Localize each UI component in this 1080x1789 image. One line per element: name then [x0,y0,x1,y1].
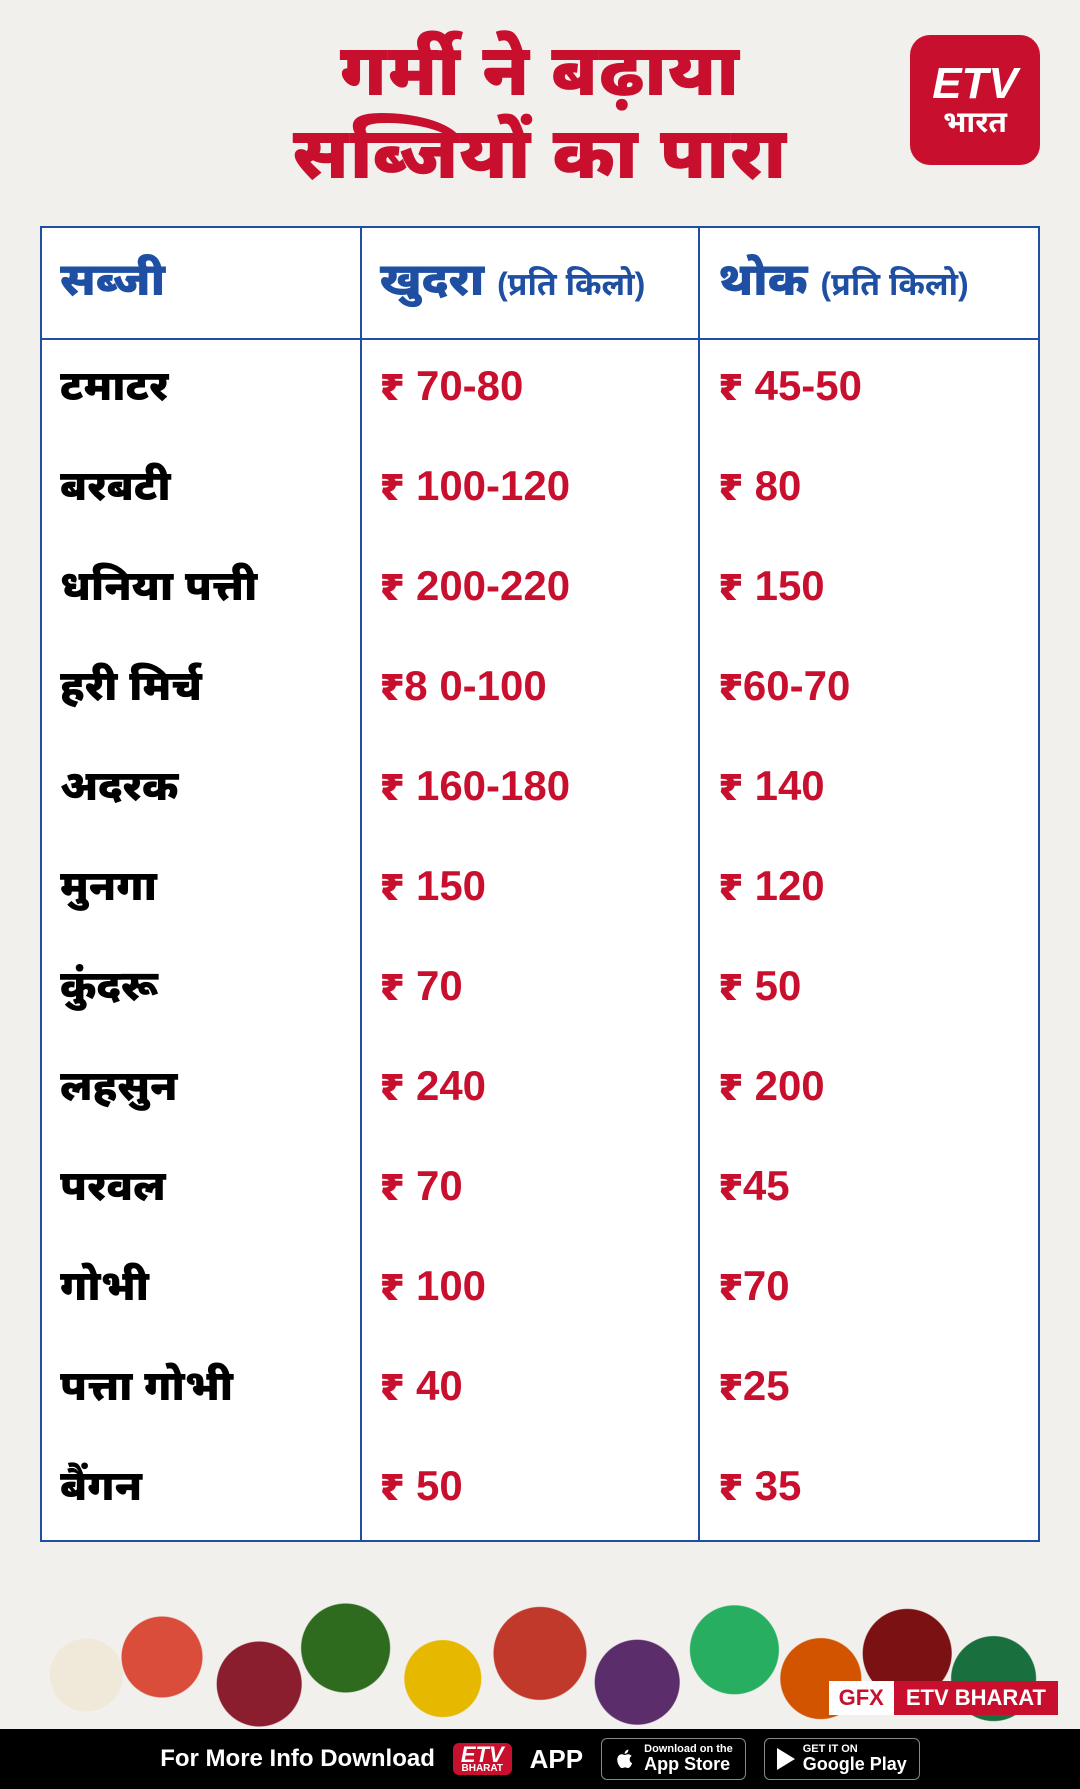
play-icon [777,1748,795,1770]
table-header-row: सब्जी खुदरा (प्रति किलो) थोक (प्रति किलो… [42,228,1038,339]
retail-price: ₹ 40 [361,1340,700,1440]
vegetable-name: टमाटर [42,339,361,440]
header: गर्मी ने बढ़ाया सब्जियों का पारा ETV भार… [0,0,1080,216]
wholesale-price: ₹70 [699,1240,1038,1340]
col-retail: खुदरा (प्रति किलो) [361,228,700,339]
retail-price: ₹ 70 [361,1140,700,1240]
etv-logo: ETV भारत [910,35,1040,165]
gfx-badge: GFX ETV BHARAT [829,1681,1058,1715]
vegetable-name: गोभी [42,1240,361,1340]
price-table: सब्जी खुदरा (प्रति किलो) थोक (प्रति किलो… [42,228,1038,1540]
table-row: बैंगन₹ 50₹ 35 [42,1440,1038,1540]
vegetable-name: हरी मिर्च [42,640,361,740]
page-title: गर्मी ने बढ़ाया सब्जियों का पारा [293,30,787,196]
vegetable-name: धनिया पत्ती [42,540,361,640]
gfx-label: GFX [829,1681,894,1715]
footer-bar: For More Info Download ETV BHARAT APP Do… [0,1729,1080,1789]
table-row: परवल₹ 70₹45 [42,1140,1038,1240]
table-row: गोभी₹ 100₹70 [42,1240,1038,1340]
wholesale-price: ₹ 50 [699,940,1038,1040]
wholesale-price: ₹ 150 [699,540,1038,640]
logo-text-top: ETV [932,62,1018,106]
wholesale-price: ₹ 120 [699,840,1038,940]
retail-price: ₹ 150 [361,840,700,940]
table-row: अदरक₹ 160-180₹ 140 [42,740,1038,840]
retail-price: ₹ 70 [361,940,700,1040]
retail-price: ₹8 0-100 [361,640,700,740]
vegetable-name: पत्ता गोभी [42,1340,361,1440]
vegetable-name: अदरक [42,740,361,840]
col-wholesale: थोक (प्रति किलो) [699,228,1038,339]
wholesale-price: ₹ 140 [699,740,1038,840]
col-vegetable: सब्जी [42,228,361,339]
table-row: पत्ता गोभी₹ 40₹25 [42,1340,1038,1440]
wholesale-price: ₹ 200 [699,1040,1038,1140]
table-row: लहसुन₹ 240₹ 200 [42,1040,1038,1140]
wholesale-price: ₹ 45-50 [699,339,1038,440]
title-line-2: सब्जियों का पारा [293,114,787,194]
apple-icon [614,1748,636,1770]
wholesale-price: ₹60-70 [699,640,1038,740]
footer-app-text: APP [530,1744,583,1775]
retail-price: ₹ 50 [361,1440,700,1540]
vegetable-name: मुनगा [42,840,361,940]
wholesale-price: ₹ 35 [699,1440,1038,1540]
vegetable-name: परवल [42,1140,361,1240]
footer-mini-logo: ETV BHARAT [453,1743,512,1776]
retail-price: ₹ 240 [361,1040,700,1140]
wholesale-price: ₹ 80 [699,440,1038,540]
title-line-1: गर्मी ने बढ़ाया [340,31,740,111]
retail-price: ₹ 100 [361,1240,700,1340]
retail-price: ₹ 200-220 [361,540,700,640]
table-row: कुंदरू₹ 70₹ 50 [42,940,1038,1040]
footer-text: For More Info Download [160,1745,435,1773]
wholesale-price: ₹25 [699,1340,1038,1440]
retail-price: ₹ 100-120 [361,440,700,540]
vegetable-name: लहसुन [42,1040,361,1140]
price-table-container: सब्जी खुदरा (प्रति किलो) थोक (प्रति किलो… [40,226,1040,1542]
vegetable-name: कुंदरू [42,940,361,1040]
vegetable-name: बैंगन [42,1440,361,1540]
wholesale-price: ₹45 [699,1140,1038,1240]
logo-text-bottom: भारत [943,106,1007,139]
retail-price: ₹ 160-180 [361,740,700,840]
retail-price: ₹ 70-80 [361,339,700,440]
googleplay-badge[interactable]: GET IT ON Google Play [764,1738,920,1780]
table-row: धनिया पत्ती₹ 200-220₹ 150 [42,540,1038,640]
appstore-badge[interactable]: Download on the App Store [601,1738,746,1780]
table-row: मुनगा₹ 150₹ 120 [42,840,1038,940]
table-row: बरबटी₹ 100-120₹ 80 [42,440,1038,540]
etv-bharat-label: ETV BHARAT [894,1681,1058,1715]
vegetable-name: बरबटी [42,440,361,540]
table-row: हरी मिर्च₹8 0-100₹60-70 [42,640,1038,740]
table-row: टमाटर₹ 70-80₹ 45-50 [42,339,1038,440]
